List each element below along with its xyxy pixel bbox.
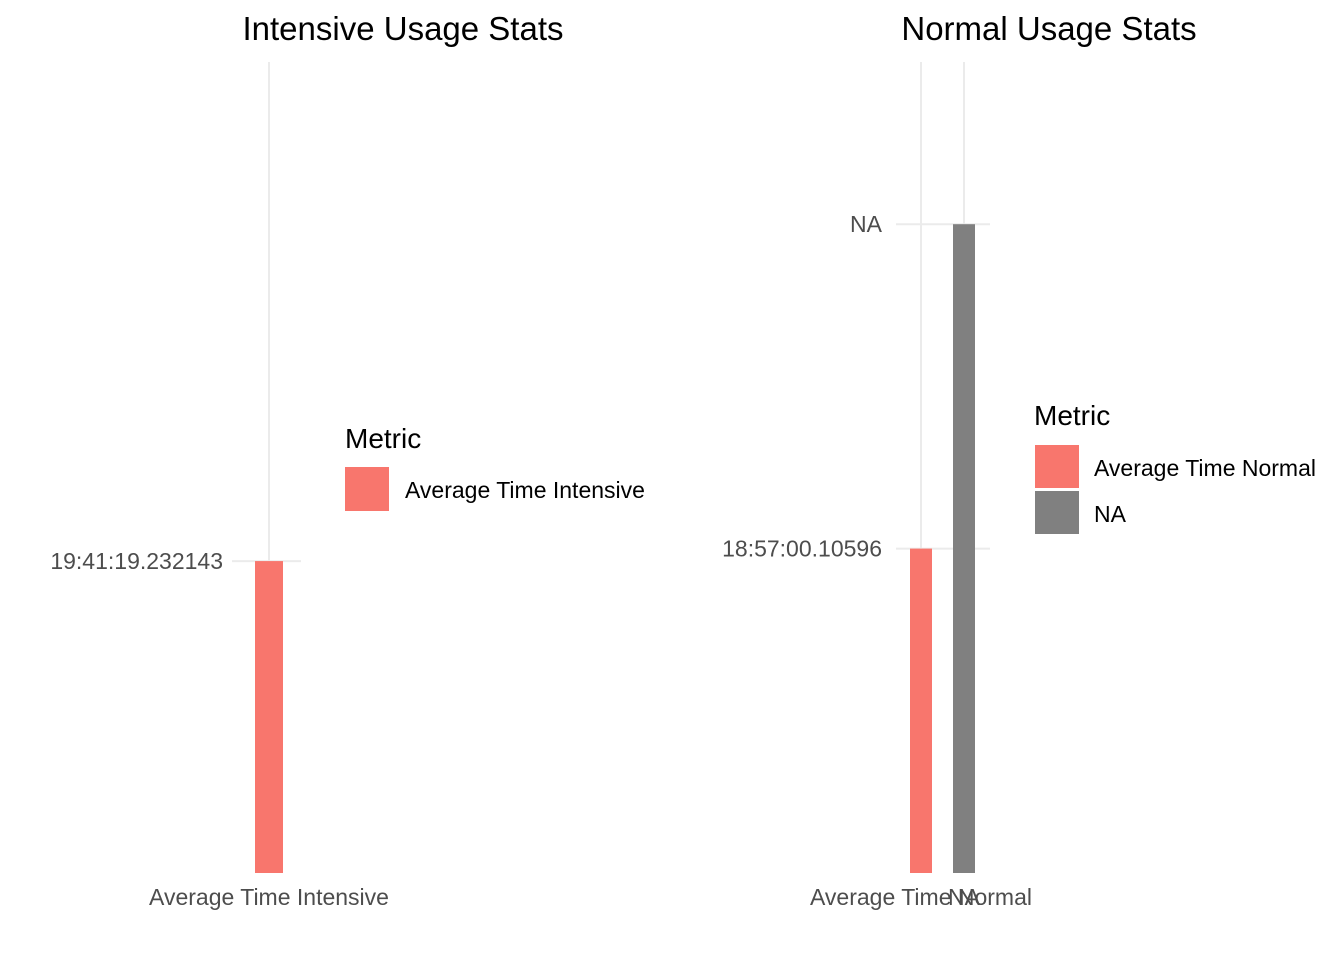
- y-tick-label: NA: [850, 211, 883, 237]
- legend-key-na: [1035, 491, 1079, 534]
- bar-average-time-intensive: [255, 561, 283, 873]
- chart-title: Intensive Usage Stats: [242, 10, 563, 47]
- panel-normal: Normal Usage Stats 18:57:00.10596 NA Aver…: [722, 10, 1316, 910]
- legend-title: Metric: [1034, 400, 1110, 431]
- chart-title: Normal Usage Stats: [901, 10, 1196, 47]
- x-tick-label-average-time-normal: Average Time Normal: [810, 884, 1032, 910]
- bars: [255, 561, 283, 873]
- y-tick-labels: 18:57:00.10596 NA: [722, 211, 883, 561]
- legend-label-average-time-intensive: Average Time Intensive: [405, 477, 645, 503]
- x-tick-labels: Average Time Intensive: [149, 884, 389, 910]
- legend: Metric Average Time Intensive: [345, 423, 645, 511]
- legend-label-average-time-normal: Average Time Normal: [1094, 455, 1316, 481]
- bar-average-time-normal: [910, 548, 932, 873]
- y-tick-labels: 19:41:19.232143: [50, 548, 223, 574]
- x-tick-label-na: NA: [948, 884, 981, 910]
- y-tick-label: 19:41:19.232143: [50, 548, 223, 574]
- bars: [910, 224, 975, 873]
- legend-key-average-time-normal: [1035, 445, 1079, 488]
- legend-label-na: NA: [1094, 501, 1127, 527]
- legend: Metric Average Time Normal NA: [1034, 400, 1316, 534]
- legend-key-average-time-intensive: [345, 467, 389, 511]
- x-tick-label-average-time-intensive: Average Time Intensive: [149, 884, 389, 910]
- bar-na: [953, 224, 975, 873]
- legend-title: Metric: [345, 423, 421, 454]
- y-tick-label: 18:57:00.10596: [722, 536, 882, 562]
- panel-intensive: Intensive Usage Stats 19:41:19.232143 Av…: [50, 10, 645, 910]
